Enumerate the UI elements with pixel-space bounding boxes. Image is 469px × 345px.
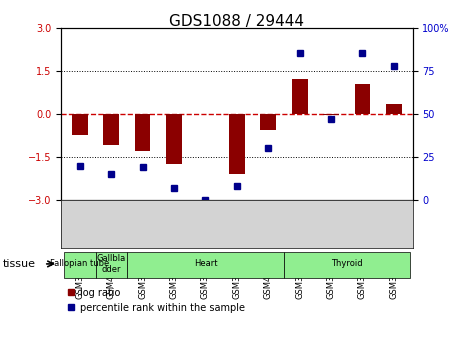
Bar: [355, 84, 371, 114]
Bar: [103, 114, 119, 146]
FancyBboxPatch shape: [284, 252, 409, 278]
FancyBboxPatch shape: [64, 252, 96, 278]
Bar: [72, 114, 88, 136]
Bar: [135, 114, 151, 151]
Text: Gallbla
dder: Gallbla dder: [97, 254, 126, 274]
Text: Fallopian tube: Fallopian tube: [50, 259, 109, 268]
Legend: log ratio, percentile rank within the sample: log ratio, percentile rank within the sa…: [66, 288, 245, 313]
FancyBboxPatch shape: [127, 252, 284, 278]
Text: GDS1088 / 29444: GDS1088 / 29444: [169, 14, 304, 29]
Text: tissue: tissue: [3, 259, 36, 269]
Bar: [260, 114, 276, 130]
Bar: [323, 114, 339, 115]
Bar: [386, 104, 402, 114]
Bar: [166, 114, 182, 164]
Bar: [292, 79, 308, 114]
Text: Heart: Heart: [194, 259, 217, 268]
FancyBboxPatch shape: [96, 252, 127, 278]
Bar: [229, 114, 245, 174]
Text: Thyroid: Thyroid: [331, 259, 363, 268]
